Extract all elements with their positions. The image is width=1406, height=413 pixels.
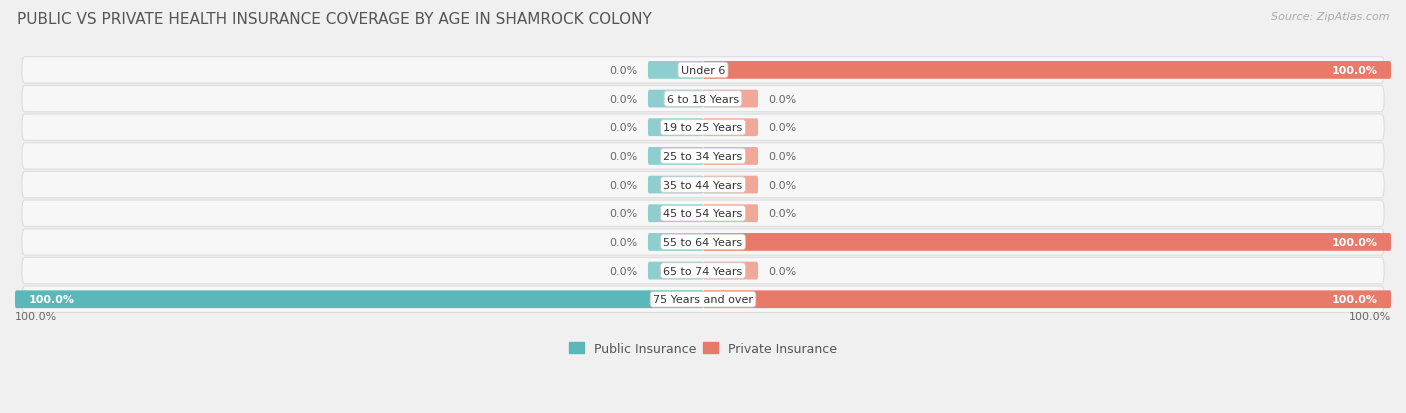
Text: 0.0%: 0.0%	[768, 94, 797, 104]
Text: 100.0%: 100.0%	[15, 311, 58, 321]
FancyBboxPatch shape	[22, 172, 1384, 198]
FancyBboxPatch shape	[22, 286, 1384, 313]
FancyBboxPatch shape	[15, 291, 703, 309]
Text: 19 to 25 Years: 19 to 25 Years	[664, 123, 742, 133]
FancyBboxPatch shape	[648, 205, 703, 223]
Text: 25 to 34 Years: 25 to 34 Years	[664, 152, 742, 161]
FancyBboxPatch shape	[703, 119, 758, 137]
FancyBboxPatch shape	[648, 233, 703, 251]
Text: 0.0%: 0.0%	[609, 66, 638, 76]
Text: 0.0%: 0.0%	[768, 152, 797, 161]
Text: 100.0%: 100.0%	[28, 294, 75, 304]
Text: 100.0%: 100.0%	[1331, 237, 1378, 247]
FancyBboxPatch shape	[648, 90, 703, 108]
FancyBboxPatch shape	[703, 90, 758, 108]
Text: 0.0%: 0.0%	[768, 123, 797, 133]
Text: 0.0%: 0.0%	[609, 237, 638, 247]
Text: 0.0%: 0.0%	[609, 152, 638, 161]
Text: PUBLIC VS PRIVATE HEALTH INSURANCE COVERAGE BY AGE IN SHAMROCK COLONY: PUBLIC VS PRIVATE HEALTH INSURANCE COVER…	[17, 12, 651, 27]
FancyBboxPatch shape	[22, 57, 1384, 84]
FancyBboxPatch shape	[703, 176, 758, 194]
FancyBboxPatch shape	[703, 148, 758, 165]
FancyBboxPatch shape	[22, 229, 1384, 256]
Text: 6 to 18 Years: 6 to 18 Years	[666, 94, 740, 104]
Text: 0.0%: 0.0%	[609, 266, 638, 276]
Text: 0.0%: 0.0%	[768, 266, 797, 276]
FancyBboxPatch shape	[22, 115, 1384, 141]
Text: 100.0%: 100.0%	[1331, 294, 1378, 304]
FancyBboxPatch shape	[648, 148, 703, 165]
FancyBboxPatch shape	[703, 205, 758, 223]
FancyBboxPatch shape	[703, 262, 758, 280]
FancyBboxPatch shape	[22, 258, 1384, 284]
FancyBboxPatch shape	[703, 291, 1391, 309]
Text: 75 Years and over: 75 Years and over	[652, 294, 754, 304]
Text: 0.0%: 0.0%	[609, 180, 638, 190]
FancyBboxPatch shape	[22, 201, 1384, 227]
FancyBboxPatch shape	[703, 233, 1391, 251]
Legend: Public Insurance, Private Insurance: Public Insurance, Private Insurance	[564, 337, 842, 360]
Text: 100.0%: 100.0%	[1348, 311, 1391, 321]
Text: 65 to 74 Years: 65 to 74 Years	[664, 266, 742, 276]
FancyBboxPatch shape	[648, 62, 703, 80]
Text: 0.0%: 0.0%	[768, 180, 797, 190]
FancyBboxPatch shape	[648, 262, 703, 280]
FancyBboxPatch shape	[22, 143, 1384, 170]
FancyBboxPatch shape	[648, 176, 703, 194]
Text: 35 to 44 Years: 35 to 44 Years	[664, 180, 742, 190]
Text: 0.0%: 0.0%	[609, 94, 638, 104]
FancyBboxPatch shape	[22, 86, 1384, 112]
FancyBboxPatch shape	[648, 119, 703, 137]
Text: 45 to 54 Years: 45 to 54 Years	[664, 209, 742, 219]
Text: 0.0%: 0.0%	[768, 209, 797, 219]
Text: 55 to 64 Years: 55 to 64 Years	[664, 237, 742, 247]
Text: Under 6: Under 6	[681, 66, 725, 76]
Text: 0.0%: 0.0%	[609, 123, 638, 133]
Text: Source: ZipAtlas.com: Source: ZipAtlas.com	[1271, 12, 1389, 22]
Text: 0.0%: 0.0%	[609, 209, 638, 219]
FancyBboxPatch shape	[703, 62, 1391, 80]
Text: 100.0%: 100.0%	[1331, 66, 1378, 76]
